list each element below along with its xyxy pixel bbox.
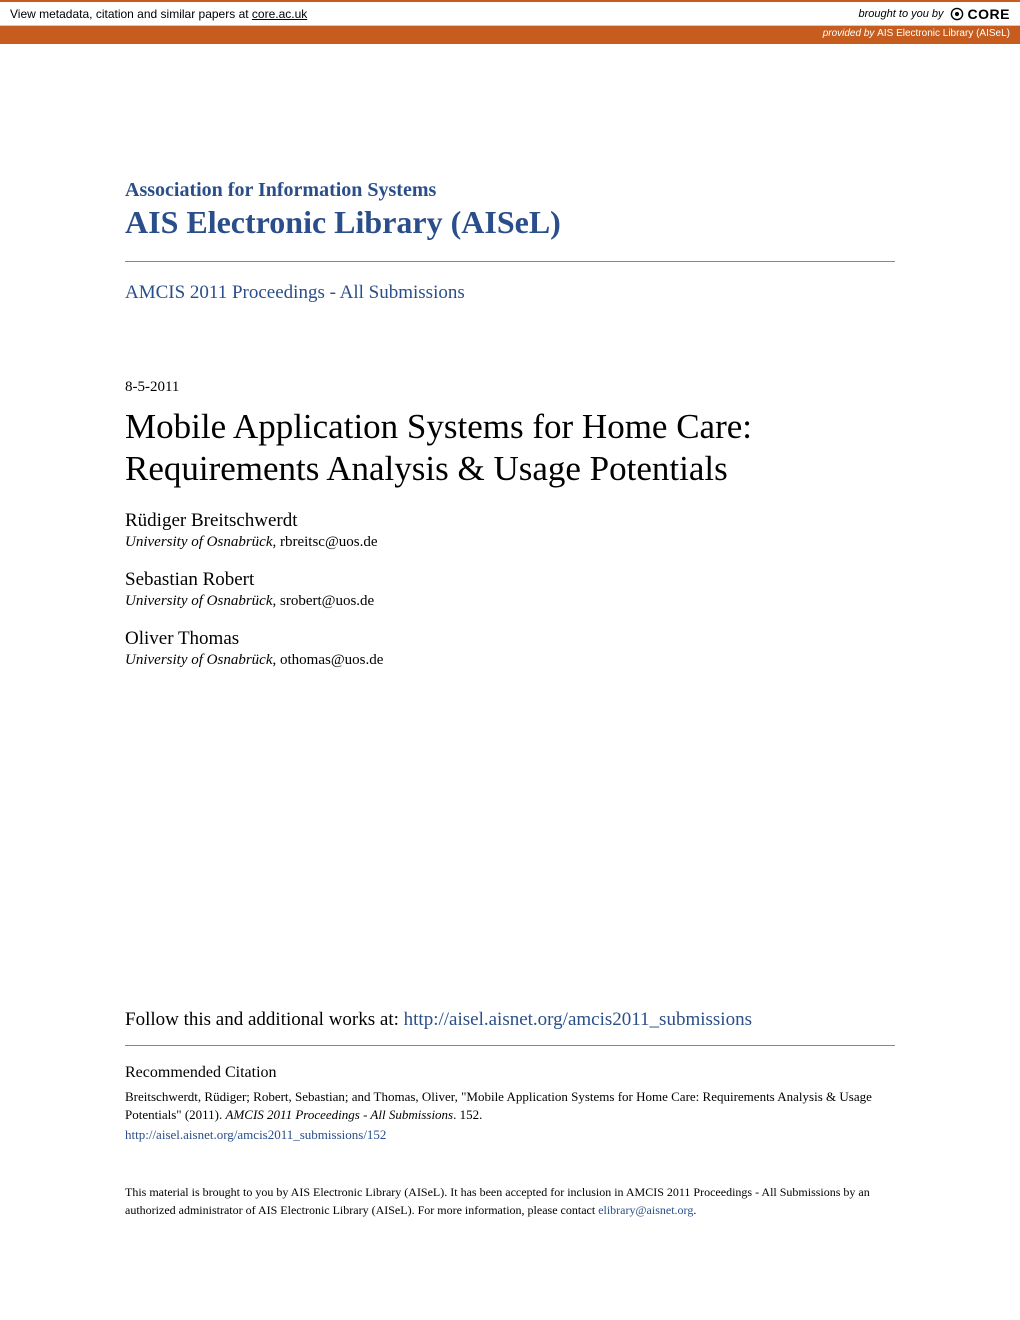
provided-by-bar: provided by AIS Electronic Library (AISe… [0,26,1020,44]
author-affiliation: University of Osnabrück, rbreitsc@uos.de [125,534,895,551]
core-label: CORE [968,6,1010,22]
author-affiliation: University of Osnabrück, srobert@uos.de [125,593,895,610]
author-email: , srobert@uos.de [272,593,374,609]
author-block-1: Rüdiger Breitschwerdt University of Osna… [125,510,895,551]
association-name[interactable]: Association for Information Systems [125,179,895,202]
metadata-text: View metadata, citation and similar pape… [10,7,307,21]
disclaimer-part2: . [693,1203,696,1217]
author-block-2: Sebastian Robert University of Osnabrück… [125,569,895,610]
core-icon [950,7,964,21]
follow-works-line: Follow this and additional works at: htt… [125,1009,895,1031]
publication-date: 8-5-2011 [125,379,895,396]
author-university: University of Osnabrück [125,593,272,609]
proceedings-link[interactable]: AMCIS 2011 Proceedings - All Submissions [125,282,895,304]
author-affiliation: University of Osnabrück, othomas@uos.de [125,652,895,669]
core-logo-wrap[interactable]: CORE [950,6,1010,22]
page-content: Association for Information Systems AIS … [0,44,1020,1219]
author-university: University of Osnabrück [125,652,272,668]
citation-url-link[interactable]: http://aisel.aisnet.org/amcis2011_submis… [125,1126,895,1144]
author-name[interactable]: Oliver Thomas [125,628,895,650]
disclaimer-text: This material is brought to you by AIS E… [125,1183,895,1219]
author-block-3: Oliver Thomas University of Osnabrück, o… [125,628,895,669]
citation-italic: AMCIS 2011 Proceedings - All Submissions [226,1107,454,1122]
citation-text: Breitschwerdt, Rüdiger; Robert, Sebastia… [125,1088,895,1145]
brought-by-text: brought to you by [859,8,944,20]
divider-top [125,261,895,262]
provided-prefix: provided by [823,28,877,39]
author-email: , othomas@uos.de [272,652,383,668]
author-name[interactable]: Sebastian Robert [125,569,895,591]
library-title[interactable]: AIS Electronic Library (AISeL) [125,204,895,241]
author-university: University of Osnabrück [125,534,272,550]
follow-prefix: Follow this and additional works at: [125,1009,404,1030]
author-name[interactable]: Rüdiger Breitschwerdt [125,510,895,532]
contact-email-link[interactable]: elibrary@aisnet.org [598,1203,693,1217]
recommended-citation-heading: Recommended Citation [125,1064,895,1082]
brought-by-section: brought to you by CORE [859,6,1010,22]
metadata-prefix: View metadata, citation and similar pape… [10,7,252,21]
paper-title: Mobile Application Systems for Home Care… [125,406,895,490]
provided-source: AIS Electronic Library (AISeL) [877,28,1010,39]
author-email: , rbreitsc@uos.de [272,534,377,550]
core-ac-uk-link[interactable]: core.ac.uk [252,7,307,21]
follow-url-link[interactable]: http://aisel.aisnet.org/amcis2011_submis… [404,1009,752,1030]
citation-part2: . 152. [453,1107,482,1122]
metadata-top-bar: View metadata, citation and similar pape… [0,0,1020,26]
divider-mid [125,1045,895,1046]
disclaimer-part1: This material is brought to you by AIS E… [125,1185,870,1217]
